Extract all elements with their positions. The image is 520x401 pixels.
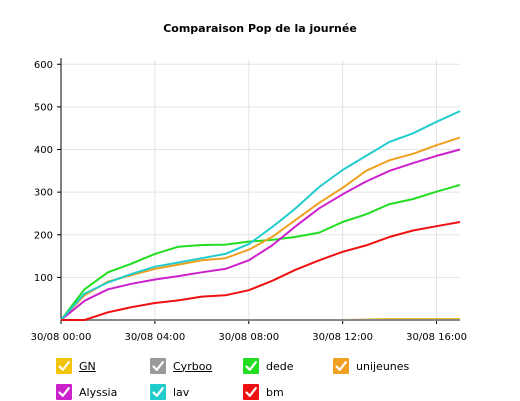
legend-label: Cyrboo [173, 359, 213, 373]
legend-label: unijeunes [356, 359, 410, 373]
series-line-unijeunes [60, 136, 461, 321]
legend-item-alyssia[interactable]: Alyssia [56, 383, 117, 401]
chart-title: Comparaison Pop de la journée [163, 22, 357, 35]
checkbox-icon[interactable] [56, 358, 72, 374]
grid [60, 60, 460, 320]
y-tick-label: 500 [34, 102, 53, 113]
x-tick-label: 30/08 16:00 [406, 332, 467, 343]
y-tick-label: 400 [34, 145, 53, 156]
legend-item-lav[interactable]: lav [150, 383, 189, 401]
checkbox-icon[interactable] [333, 358, 349, 374]
series-line-alyssia [60, 148, 461, 321]
legend-label: bm [266, 385, 284, 399]
checkbox-icon[interactable] [150, 384, 166, 400]
y-tick-label: 100 [34, 273, 53, 284]
series-line-dede [60, 183, 461, 321]
x-tick-label: 30/08 00:00 [31, 332, 92, 343]
series-line-lav [60, 110, 461, 321]
x-tick-label: 30/08 04:00 [124, 332, 185, 343]
series-lines [60, 110, 461, 321]
legend-item-unijeunes[interactable]: unijeunes [333, 357, 409, 375]
legend: GN Cyrboo dede unijeunes Alyssia lav bm [0, 352, 520, 400]
checkbox-icon[interactable] [56, 384, 72, 400]
legend-item-gn[interactable]: GN [56, 357, 96, 375]
y-tick-label: 600 [34, 60, 53, 71]
checkbox-icon[interactable] [150, 358, 166, 374]
legend-label: dede [266, 359, 294, 373]
legend-label: Alyssia [79, 385, 118, 399]
series-line-bm [61, 221, 461, 321]
chart-plot: 100 200 300 400 500 600 30/08 00:00 30/08 04:00… [31, 58, 467, 343]
legend-label: lav [173, 385, 190, 399]
checkbox-icon[interactable] [243, 384, 259, 400]
checkbox-icon[interactable] [243, 358, 259, 374]
x-tick-label: 30/08 08:00 [218, 332, 279, 343]
legend-item-bm[interactable]: bm [243, 383, 284, 401]
y-tick-label: 300 [34, 188, 53, 199]
legend-label: GN [79, 359, 96, 373]
legend-item-cyrboo[interactable]: Cyrboo [150, 357, 212, 375]
x-tick-label: 30/08 12:00 [312, 332, 373, 343]
y-tick-label: 200 [34, 230, 53, 241]
legend-item-dede[interactable]: dede [243, 357, 294, 375]
